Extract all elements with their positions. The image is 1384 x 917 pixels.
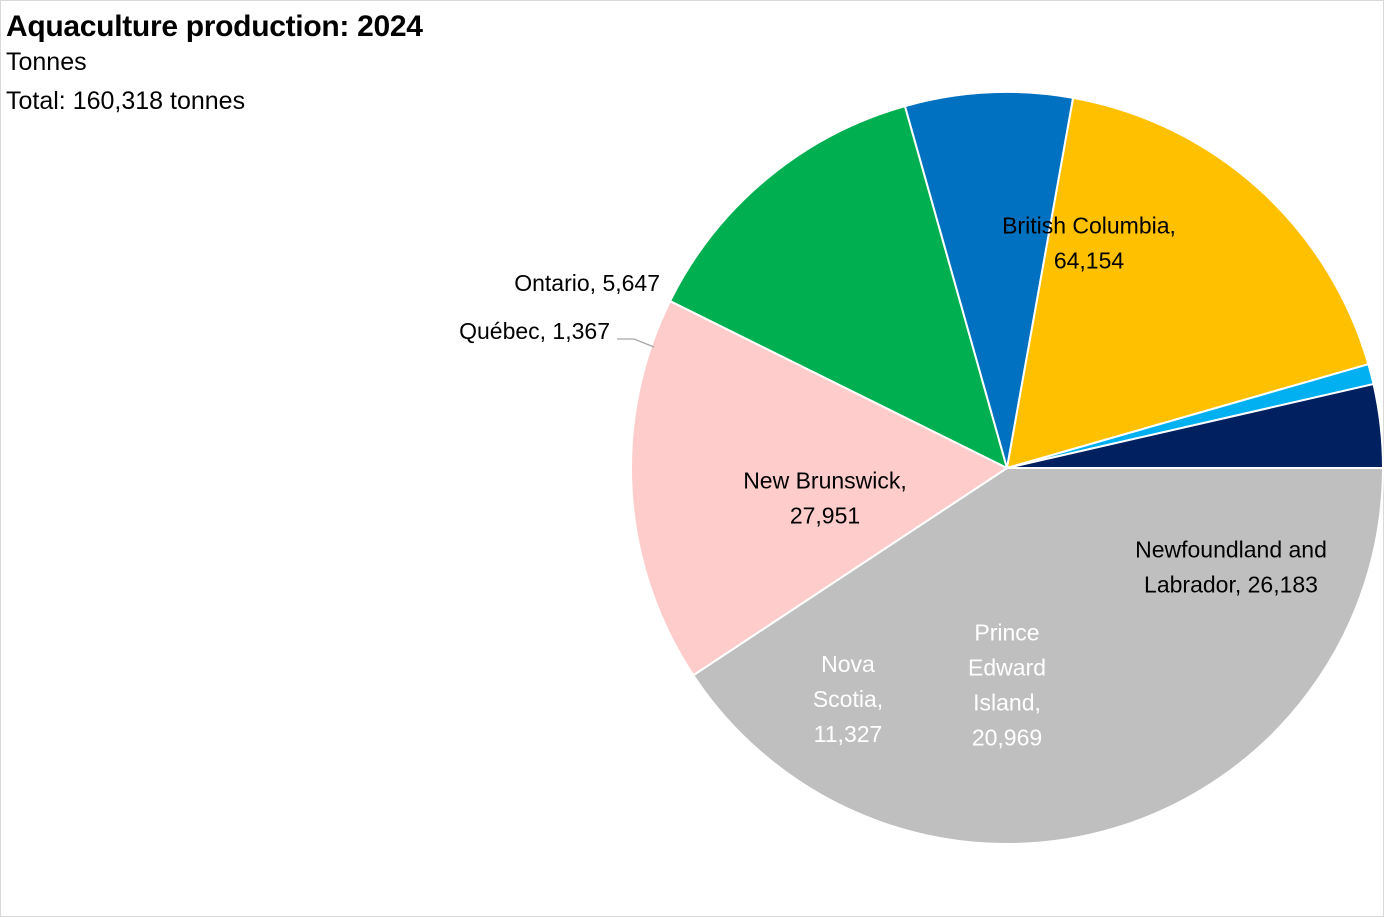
pie-slice-prince-edward-island xyxy=(669,105,1008,469)
chart-subtitle: Tonnes xyxy=(6,48,87,76)
data-label-british-columbia: British Columbia, 64,154 xyxy=(1002,213,1176,274)
pie-slice-newfoundland-and-labrador xyxy=(629,300,1008,677)
data-label-new-brunswick: New Brunswick, 27,951 xyxy=(743,468,907,529)
data-label-ontario: Ontario, 5,647 xyxy=(514,270,660,296)
pie-slice-nova-scotia xyxy=(903,91,1075,469)
data-label-qu-bec: Québec, 1,367 xyxy=(459,318,610,344)
pie-slice-new-brunswick xyxy=(1006,96,1370,469)
data-label-nova-scotia: Nova Scotia, 11,327 xyxy=(813,651,883,747)
data-label-prince-edward-island: Prince Edward Island, 20,969 xyxy=(968,620,1046,751)
chart-total-label: Total: 160,318 tonnes xyxy=(6,87,246,115)
pie-slice-ontario xyxy=(1006,383,1384,469)
data-label-newfoundland-and-labrador: Newfoundland and Labrador, 26,183 xyxy=(1135,537,1327,598)
leader-line xyxy=(617,338,655,348)
chart-title: Aquaculture production: 2024 xyxy=(6,10,423,43)
